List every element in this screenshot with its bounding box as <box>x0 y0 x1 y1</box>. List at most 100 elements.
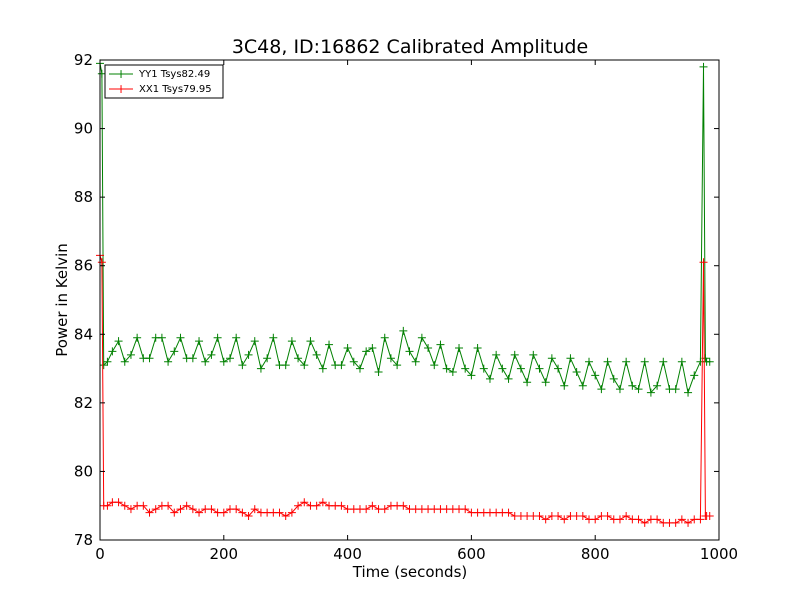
data-point-0-82 <box>591 371 600 380</box>
data-point-0-96 <box>677 357 686 366</box>
data-point-0-66 <box>492 350 501 359</box>
data-point-1-46 <box>368 501 377 510</box>
data-point-1-26 <box>244 512 253 520</box>
data-point-0-48 <box>380 333 389 342</box>
data-point-1-11 <box>151 505 160 514</box>
data-point-0-8 <box>133 333 142 342</box>
data-point-1-37 <box>312 501 321 510</box>
data-point-1-31 <box>275 508 284 517</box>
data-point-1-14 <box>170 508 179 517</box>
data-point-0-89 <box>634 385 643 394</box>
data-point-1-82 <box>591 515 600 524</box>
y-axis-label: Power in Kelvin <box>53 243 71 357</box>
data-point-0-91 <box>646 388 655 397</box>
data-point-1-45 <box>362 505 371 514</box>
data-point-0-54 <box>417 333 426 342</box>
y-tick-label-0: 78 <box>74 531 93 549</box>
data-point-1-86 <box>615 515 624 524</box>
data-point-1-41 <box>337 501 346 510</box>
data-point-0-7 <box>126 350 135 359</box>
series-0 <box>96 59 714 397</box>
data-point-0-27 <box>250 337 259 346</box>
data-point-0-24 <box>232 333 241 342</box>
data-point-0-37 <box>312 350 321 359</box>
data-point-0-47 <box>374 368 383 376</box>
x-tick-label-2: 400 <box>333 545 362 563</box>
data-point-0-69 <box>510 350 519 359</box>
data-point-1-48 <box>380 505 389 514</box>
data-point-0-71 <box>523 378 532 387</box>
data-point-0-29 <box>263 354 272 363</box>
data-point-0-10 <box>145 354 154 363</box>
data-point-0-43 <box>349 357 358 366</box>
data-point-0-22 <box>219 357 228 366</box>
data-point-0-77 <box>560 381 569 390</box>
data-point-0-88 <box>628 381 637 390</box>
data-point-1-74 <box>541 515 550 524</box>
data-point-0-74 <box>541 378 550 387</box>
legend-label-xx1: XX1 Tsys79.95 <box>139 84 212 95</box>
data-point-0-25 <box>238 361 247 370</box>
data-point-1-76 <box>554 512 563 520</box>
data-point-1-22 <box>219 508 228 517</box>
data-point-1-5 <box>114 498 123 507</box>
data-point-0-50 <box>393 361 402 370</box>
axis-ticks: 0 200 400 600 800 1000 78 80 82 84 86 88 90 92 <box>74 51 738 563</box>
data-point-0-86 <box>615 385 624 394</box>
x-tick-label-1: 200 <box>209 545 238 563</box>
data-point-0-19 <box>201 357 210 366</box>
x-tick-label-3: 600 <box>457 545 486 563</box>
data-point-0-44 <box>355 364 364 373</box>
data-point-0-55 <box>424 344 433 352</box>
data-point-1-32 <box>281 512 290 520</box>
data-point-1-15 <box>176 505 185 514</box>
data-point-0-18 <box>195 337 204 346</box>
data-point-0-98 <box>690 371 699 380</box>
data-point-1-68 <box>504 508 513 517</box>
data-point-1-9 <box>139 501 148 510</box>
data-point-0-57 <box>436 340 445 349</box>
data-point-1-7 <box>126 505 135 514</box>
data-point-0-60 <box>455 344 464 352</box>
data-point-0-46 <box>368 344 377 352</box>
data-point-1-90 <box>640 518 649 527</box>
data-point-0-85 <box>609 374 618 383</box>
data-point-1-38 <box>318 498 327 507</box>
data-point-0-79 <box>572 368 581 376</box>
data-point-0-38 <box>318 364 327 373</box>
data-point-0-84 <box>603 357 612 366</box>
data-point-0-35 <box>300 361 309 370</box>
data-point-0-34 <box>294 354 303 363</box>
data-point-1-99 <box>696 515 705 524</box>
data-point-1-33 <box>287 508 296 517</box>
data-point-0-2 <box>99 361 108 370</box>
data-point-1-16 <box>182 501 191 510</box>
y-tick-label-5: 88 <box>74 188 93 206</box>
data-point-0-63 <box>473 344 482 352</box>
data-point-0-56 <box>430 361 439 370</box>
data-point-0-15 <box>176 333 185 342</box>
data-point-0-45 <box>362 347 371 356</box>
data-point-0-42 <box>343 344 352 352</box>
data-point-0-80 <box>578 381 587 390</box>
data-point-1-3 <box>103 501 112 510</box>
data-point-1-95 <box>671 518 680 527</box>
data-point-0-93 <box>659 357 668 366</box>
legend-marker-xx1: + <box>116 82 126 96</box>
data-point-0-62 <box>467 371 476 380</box>
plot-frame <box>99 59 720 541</box>
chart-title: 3C48, ID:16862 Calibrated Amplitude <box>232 36 588 58</box>
y-tick-label-1: 80 <box>74 462 93 480</box>
data-point-1-87 <box>622 512 631 520</box>
data-point-1-13 <box>164 501 173 510</box>
data-point-0-73 <box>535 364 544 373</box>
data-point-1-96 <box>677 515 686 524</box>
data-point-0-28 <box>256 364 265 373</box>
x-tick-label-4: 800 <box>581 545 610 563</box>
data-point-0-39 <box>325 340 334 349</box>
data-point-0-41 <box>337 361 346 370</box>
data-point-1-97 <box>684 518 693 527</box>
data-point-1-34 <box>294 501 303 510</box>
data-point-0-100 <box>699 62 708 71</box>
